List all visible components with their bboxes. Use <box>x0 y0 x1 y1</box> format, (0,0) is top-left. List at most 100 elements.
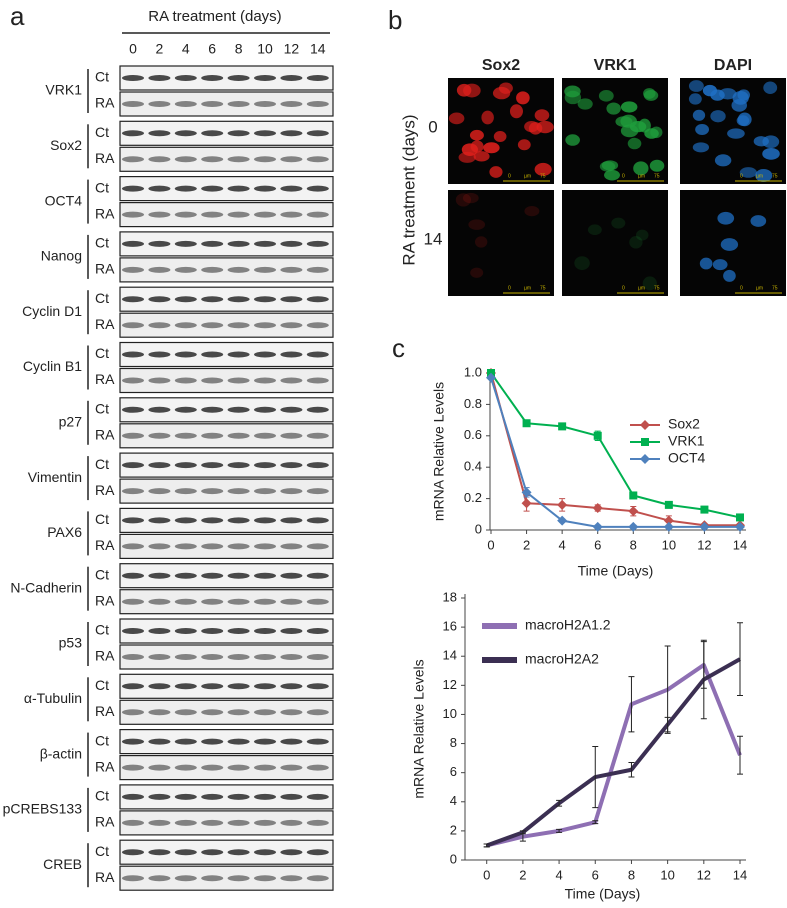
blot-band <box>254 240 276 247</box>
blot-band <box>254 266 276 273</box>
series-line <box>490 372 740 527</box>
marker <box>593 431 602 440</box>
blot-band <box>227 296 250 303</box>
nucleus <box>755 169 773 183</box>
blot-band <box>280 185 303 192</box>
blot-band <box>148 377 171 384</box>
blot-band <box>306 819 329 826</box>
blot-band <box>227 738 250 745</box>
blot-band <box>280 628 303 634</box>
blot-band <box>280 598 303 605</box>
protein-label: OCT4 <box>45 192 83 208</box>
blot-band <box>174 296 197 303</box>
blot-band <box>122 322 144 329</box>
blot-band <box>148 101 171 107</box>
nucleus <box>737 89 751 101</box>
blot-band <box>148 849 171 856</box>
blot-band <box>201 764 224 771</box>
blot-band <box>201 296 224 303</box>
blot-band <box>122 598 144 605</box>
blot-band <box>254 849 276 856</box>
blot-band <box>306 517 329 524</box>
nucleus <box>695 123 710 135</box>
blot-band <box>201 156 224 163</box>
blot-band <box>280 351 303 358</box>
nucleus <box>762 147 780 160</box>
error-bar <box>737 735 743 775</box>
error-bar <box>556 828 563 833</box>
legend-label: macroH2A2 <box>525 651 599 667</box>
nucleus <box>620 101 638 113</box>
blot-band <box>122 101 144 107</box>
blot-band <box>122 654 144 660</box>
nucleus <box>481 110 494 125</box>
nucleus <box>720 238 739 251</box>
nucleus <box>564 90 582 105</box>
blot-band <box>174 75 197 81</box>
row-axis-label: RA treatment (days) <box>399 114 418 265</box>
blot-band <box>201 75 224 81</box>
marker <box>521 487 532 498</box>
condition-label: Ct <box>95 677 109 693</box>
blot-band <box>174 462 197 469</box>
condition-label: RA <box>95 537 115 553</box>
blot-band <box>122 156 144 163</box>
blot-band <box>122 351 144 358</box>
blot-band <box>306 572 329 579</box>
blot-band <box>254 793 276 800</box>
nucleus <box>606 102 621 115</box>
blot-band <box>148 738 171 745</box>
blot-band <box>201 432 224 439</box>
blot-band <box>306 738 329 745</box>
blot-band <box>227 75 250 81</box>
blot-band <box>148 406 171 413</box>
marker <box>486 372 496 383</box>
series-line <box>490 372 741 519</box>
blot-band <box>254 296 276 303</box>
blot-band <box>201 462 224 469</box>
blot-band <box>227 628 250 634</box>
nucleus <box>633 161 649 176</box>
x-tick-label: 14 <box>733 867 747 882</box>
blot-band <box>201 377 224 384</box>
blot-band <box>280 875 303 882</box>
blot-band <box>148 351 171 358</box>
blot-band <box>280 462 303 469</box>
scale-text: 75 <box>772 173 778 179</box>
y-tick-label: 14 <box>443 648 457 663</box>
blot-band <box>254 598 276 605</box>
day-label: 2 <box>156 41 164 57</box>
error-bar <box>737 622 743 697</box>
blot-band <box>280 130 303 137</box>
y-tick-label: 12 <box>443 677 457 692</box>
row-label: 14 <box>424 229 443 248</box>
blot-band <box>174 211 197 218</box>
blot-band <box>201 628 224 634</box>
nucleus <box>763 81 778 94</box>
blot-band <box>254 683 276 690</box>
blot-band <box>174 406 197 413</box>
blot-band <box>174 377 197 384</box>
scale-text: µm <box>756 285 763 291</box>
scale-text: µm <box>524 285 531 291</box>
blot-band <box>280 738 303 745</box>
blot-band <box>174 875 197 882</box>
blot-band <box>201 738 224 745</box>
blot-band <box>122 296 144 303</box>
y-axis-label: mRNA Relative Levels <box>431 382 447 521</box>
blot-band <box>254 709 276 716</box>
blot-band <box>227 211 250 218</box>
blot-band <box>306 211 329 218</box>
channel-label: VRK1 <box>594 57 637 74</box>
condition-label: RA <box>95 95 115 111</box>
day-label: 12 <box>284 41 300 57</box>
x-axis-label: Time (Days) <box>565 886 641 902</box>
series-line <box>486 657 741 848</box>
blot-band <box>306 240 329 247</box>
blot-band <box>306 377 329 384</box>
nucleus <box>739 167 757 178</box>
condition-label: RA <box>95 482 115 498</box>
scale-text: 75 <box>540 173 546 179</box>
blot-band <box>227 156 250 163</box>
